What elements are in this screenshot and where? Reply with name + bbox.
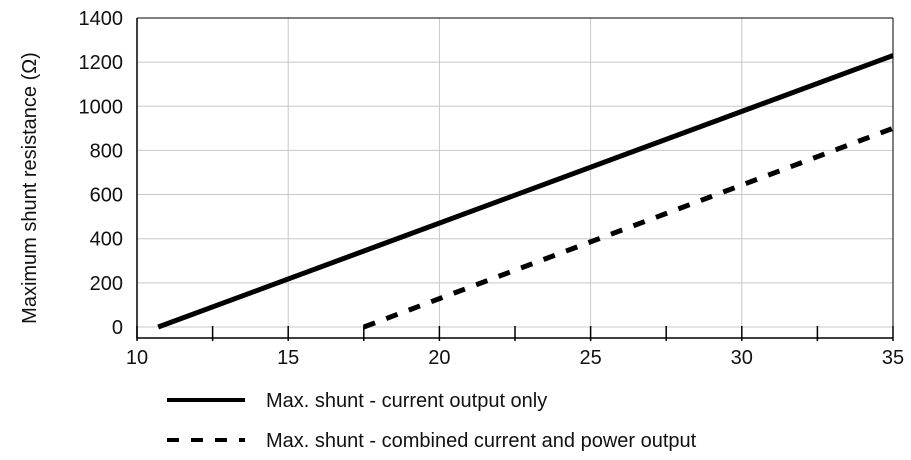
x-tick-label: 20 bbox=[428, 347, 450, 369]
legend: Max. shunt - current output only Max. shu… bbox=[167, 390, 697, 452]
y-tick-label: 0 bbox=[112, 317, 123, 339]
x-tick-label: 15 bbox=[277, 347, 299, 369]
grid-lines bbox=[137, 18, 893, 338]
x-tick-label: 10 bbox=[126, 347, 148, 369]
series-lines bbox=[157, 53, 894, 330]
legend-label-2: Max. shunt - combined current and power … bbox=[266, 430, 697, 452]
y-tick-label: 600 bbox=[90, 185, 123, 207]
x-tick-label: 30 bbox=[731, 347, 753, 369]
y-axis-label: Maximum shunt resistance (Ω) bbox=[19, 52, 41, 324]
axes bbox=[136, 17, 894, 341]
legend-label-1: Max. shunt - current output only bbox=[266, 390, 547, 412]
y-tick-label: 200 bbox=[90, 273, 123, 295]
y-tick-label: 1000 bbox=[79, 96, 124, 118]
x-tick-label: 35 bbox=[882, 347, 904, 369]
y-tick-label: 1400 bbox=[79, 8, 124, 30]
y-tick-label: 800 bbox=[90, 140, 123, 162]
series-line-1 bbox=[157, 53, 894, 330]
y-tick-label: 400 bbox=[90, 229, 123, 251]
tick-labels: 10 15 20 25 30 35 0 200 400 600 800 1000 1200 1400 bbox=[79, 8, 905, 369]
series-line-2 bbox=[362, 125, 894, 330]
x-tick-label: 25 bbox=[579, 347, 601, 369]
y-tick-label: 1200 bbox=[79, 52, 124, 74]
